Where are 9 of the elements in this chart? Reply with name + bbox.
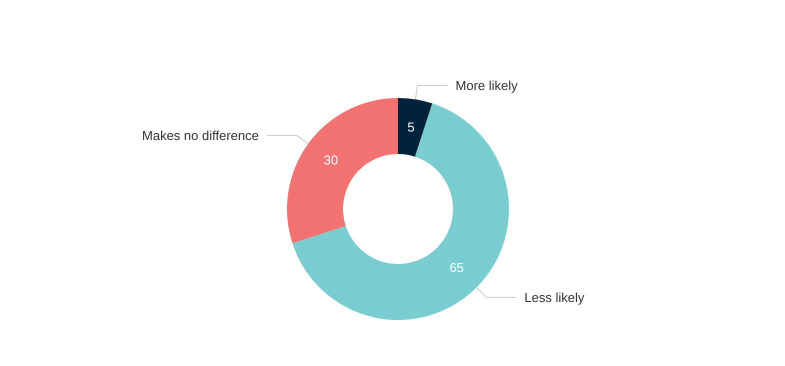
- slice-label: More likely: [456, 78, 518, 94]
- slice-label: Makes no difference: [142, 128, 259, 144]
- slice-label: Less likely: [524, 290, 585, 305]
- donut-slice: [287, 98, 398, 244]
- data-label: 5: [407, 120, 415, 135]
- donut-slice: [292, 103, 509, 320]
- data-label: 30: [324, 152, 338, 168]
- data-label: 65: [449, 260, 464, 276]
- donut-slice: [398, 98, 432, 157]
